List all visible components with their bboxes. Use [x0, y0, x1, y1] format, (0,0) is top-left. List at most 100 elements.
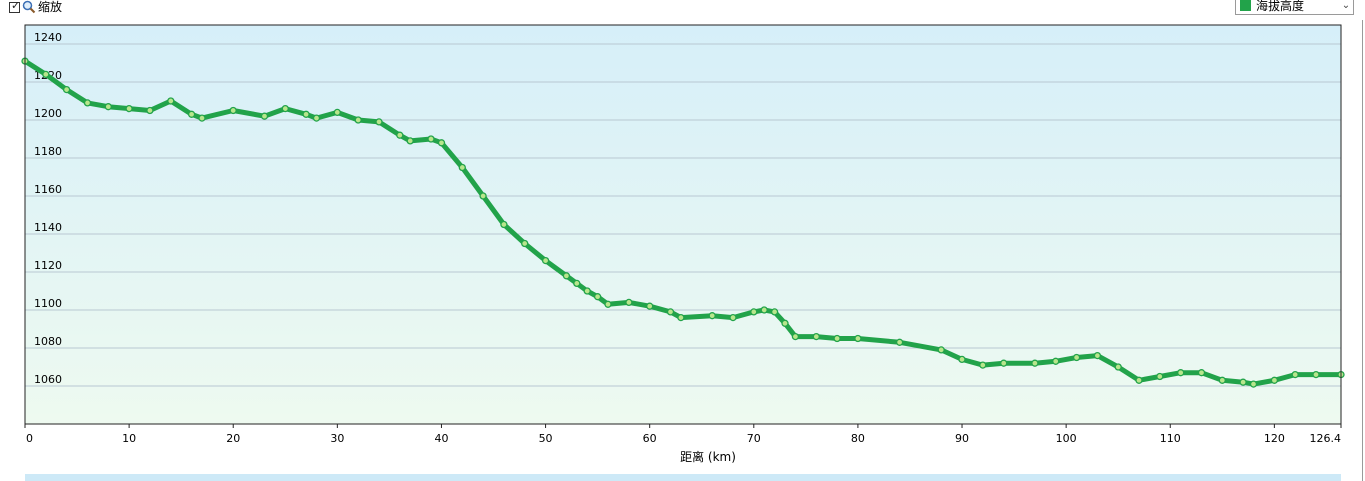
data-point[interactable]	[458, 163, 466, 172]
y-tick-label: 1060	[34, 373, 62, 386]
data-point[interactable]	[375, 118, 383, 126]
data-point[interactable]	[354, 116, 362, 124]
data-point[interactable]	[333, 108, 341, 117]
data-point[interactable]	[125, 104, 133, 113]
data-point[interactable]	[187, 110, 196, 118]
x-tick-label: 110	[1160, 432, 1181, 445]
data-point[interactable]	[593, 293, 602, 301]
data-point[interactable]	[1000, 359, 1008, 367]
data-point[interactable]	[260, 112, 269, 120]
data-point[interactable]	[479, 192, 487, 200]
data-point[interactable]	[1052, 357, 1060, 365]
data-point[interactable]	[1312, 370, 1320, 379]
data-point[interactable]	[666, 308, 675, 316]
x-tick-label: 30	[330, 432, 344, 445]
data-point[interactable]	[62, 85, 71, 94]
data-point[interactable]	[406, 137, 414, 145]
data-point[interactable]	[1218, 376, 1226, 384]
data-point[interactable]	[895, 338, 904, 346]
y-tick-label: 1140	[34, 221, 62, 234]
data-point[interactable]	[1072, 353, 1081, 362]
data-point[interactable]	[198, 114, 206, 122]
data-point[interactable]	[937, 346, 945, 354]
data-point[interactable]	[573, 279, 581, 288]
data-point[interactable]	[146, 106, 154, 115]
data-point[interactable]	[437, 139, 446, 147]
data-point[interactable]	[1270, 376, 1279, 384]
plot-area[interactable]	[25, 25, 1341, 424]
data-point[interactable]	[646, 302, 654, 310]
data-point[interactable]	[708, 312, 716, 320]
data-point[interactable]	[979, 361, 987, 369]
data-point[interactable]	[229, 106, 237, 115]
chevron-down-icon[interactable]: ⌄	[1341, 0, 1351, 11]
data-point[interactable]	[1197, 369, 1206, 377]
data-point[interactable]	[427, 135, 435, 143]
data-point[interactable]	[677, 313, 685, 322]
data-point[interactable]	[104, 103, 112, 111]
data-point[interactable]	[770, 308, 779, 316]
grid-lines	[25, 43, 1341, 387]
series-color-swatch	[1240, 0, 1251, 11]
data-point[interactable]	[583, 287, 591, 295]
data-point[interactable]	[760, 306, 768, 314]
data-point[interactable]	[1249, 380, 1258, 388]
y-tick-label: 1080	[34, 335, 62, 348]
data-point[interactable]	[1093, 351, 1102, 360]
data-point[interactable]	[83, 99, 92, 107]
y-tick-label: 1200	[34, 107, 62, 120]
x-tick-label: 80	[851, 432, 865, 445]
data-point[interactable]	[396, 131, 404, 139]
data-point[interactable]	[833, 334, 841, 343]
data-point[interactable]	[625, 298, 633, 307]
data-point[interactable]	[604, 300, 612, 308]
x-tick-label: 120	[1264, 432, 1285, 445]
plot-frame	[24, 24, 1342, 425]
y-tick-label: 1120	[34, 259, 62, 272]
zoom-scroll-strip[interactable]	[25, 474, 1341, 481]
x-tick-label: 20	[226, 432, 240, 445]
data-point[interactable]	[1291, 370, 1299, 379]
data-point[interactable]	[541, 256, 550, 265]
data-point[interactable]	[521, 239, 529, 248]
x-axis: 0 10 20 30 40 50 60 70 80 90 100 110 120 126.4	[24, 424, 1342, 445]
series-markers	[21, 57, 1345, 388]
zoom-checkbox[interactable]: ✓	[9, 0, 21, 13]
y-tick-label: 1240	[34, 31, 62, 44]
data-point[interactable]	[312, 114, 321, 122]
data-point[interactable]	[812, 332, 820, 341]
series-selector[interactable]: 海拔高度 ⌄	[1235, 0, 1354, 15]
data-point[interactable]	[281, 104, 289, 113]
panel-border	[1362, 20, 1363, 481]
x-tick-label: 40	[434, 432, 448, 445]
data-point[interactable]	[1239, 378, 1247, 386]
data-point[interactable]	[791, 332, 800, 341]
data-point[interactable]	[1177, 369, 1185, 377]
data-point[interactable]	[958, 355, 966, 364]
data-point[interactable]	[750, 308, 758, 316]
data-point[interactable]	[167, 97, 175, 105]
y-tick-label: 1160	[34, 183, 62, 196]
data-point[interactable]	[500, 220, 508, 229]
data-point[interactable]	[1031, 359, 1039, 367]
data-point[interactable]	[302, 110, 310, 118]
data-point[interactable]	[729, 313, 737, 322]
x-tick-label: 0	[26, 432, 33, 445]
data-point[interactable]	[781, 319, 789, 327]
data-point[interactable]	[1156, 372, 1164, 381]
data-point[interactable]	[42, 70, 50, 79]
zoom-label: 缩放	[38, 0, 63, 14]
data-point[interactable]	[1114, 363, 1122, 371]
data-point[interactable]	[1135, 376, 1143, 384]
data-point[interactable]	[854, 334, 862, 343]
x-tick-label: 10	[122, 432, 136, 445]
zoom-toggle[interactable]: ✓ 缩放	[9, 0, 62, 14]
data-point[interactable]	[562, 272, 571, 280]
y-tick-label: 1180	[34, 145, 62, 158]
x-tick-label: 70	[747, 432, 761, 445]
x-axis-title: 距离 (km)	[680, 449, 736, 464]
x-tick-label: 50	[539, 432, 553, 445]
y-tick-label: 1100	[34, 297, 62, 310]
checkmark-icon: ✓	[11, 0, 21, 12]
